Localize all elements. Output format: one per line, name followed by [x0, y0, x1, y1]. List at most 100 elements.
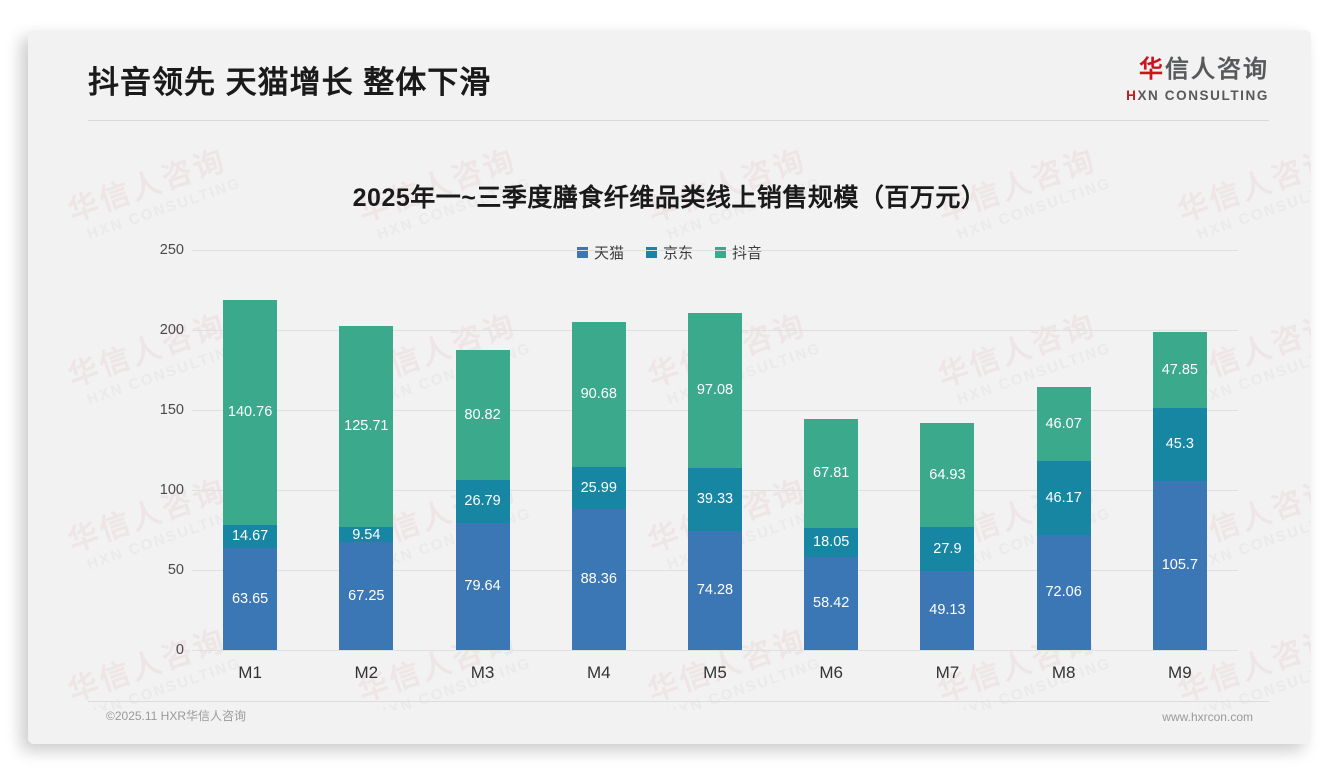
bar-segment-京东[interactable]: 39.33 [687, 468, 742, 532]
bar-value-label: 97.08 [696, 382, 734, 399]
grid-area: 63.65 14.67 140.76 67.25 9.54 125.71 79.64 26.7… [192, 250, 1238, 651]
bar-segment-京东[interactable]: 18.05 [804, 527, 859, 557]
x-axis-tick-M1: M1 [238, 663, 262, 682]
bar-segment-天猫[interactable]: 74.28 [687, 531, 742, 650]
x-axis: M1 M2 M3 M4 M5 M6 M7 M8 M9 [192, 653, 1238, 693]
bar-value-label: 63.65 [231, 590, 269, 607]
x-axis-tick-M8: M8 [1051, 663, 1076, 682]
header-divider [88, 120, 1269, 121]
bar-value-label: 88.36 [580, 571, 617, 588]
y-axis-tick-label: 200 [159, 322, 184, 338]
legend-swatch-icon [715, 247, 726, 258]
bar-value-label: 18.05 [813, 533, 850, 550]
legend-swatch-icon [645, 247, 657, 258]
bar-value-label: 72.06 [1045, 584, 1082, 601]
bar-column-M9[interactable]: 105.7 45.3 47.85 [1152, 250, 1207, 650]
page-title: 抖音领先 天猫增长 整体下滑 [88, 65, 492, 100]
legend-label: 天猫 [593, 245, 624, 262]
bar-segment-京东[interactable]: 25.99 [571, 467, 626, 509]
chart-title: 2025年一~三季度膳食纤维品类线上销售规模（百万元） [352, 184, 987, 212]
bar-value-label: 67.81 [813, 465, 850, 482]
bar-segment-抖音[interactable]: 90.68 [571, 321, 626, 468]
legend-item-天猫[interactable]: 天猫 [576, 242, 624, 263]
bar-column-M3[interactable]: 79.64 26.79 80.82 [455, 250, 510, 650]
y-axis-tick-label: 0 [175, 642, 184, 658]
bar-segment-京东[interactable]: 27.9 [920, 526, 975, 572]
y-axis-tick-label: 100 [159, 482, 184, 498]
bar-column-M5[interactable]: 74.28 39.33 97.08 [687, 250, 742, 650]
footer-divider [88, 701, 1269, 702]
bar-segment-天猫[interactable]: 58.42 [804, 556, 859, 650]
x-axis-tick-M5: M5 [703, 663, 727, 682]
bar-value-label: 25.99 [580, 479, 617, 496]
bar-segment-抖音[interactable]: 46.07 [1036, 387, 1091, 461]
gridline [192, 250, 1238, 251]
bar-column-M4[interactable]: 88.36 25.99 90.68 [571, 250, 626, 650]
bar-column-M1[interactable]: 63.65 14.67 140.76 [223, 250, 278, 650]
gridline [192, 650, 1238, 651]
bar-group: 63.65 14.67 140.76 67.25 9.54 125.71 79.64 26.7… [192, 250, 1238, 650]
bar-value-label: 79.64 [464, 578, 501, 595]
bar-segment-京东[interactable]: 26.79 [455, 479, 510, 523]
bar-value-label: 39.33 [696, 491, 734, 508]
bar-segment-天猫[interactable]: 79.64 [455, 522, 510, 650]
legend-swatch-icon [576, 247, 588, 258]
bar-segment-抖音[interactable]: 125.71 [339, 326, 394, 528]
bar-column-M2[interactable]: 67.25 9.54 125.71 [339, 250, 394, 650]
y-axis-tick-label: 250 [159, 242, 184, 258]
bar-segment-抖音[interactable]: 47.85 [1152, 331, 1207, 409]
bar-value-label: 90.68 [580, 386, 617, 403]
bar-value-label: 140.76 [227, 403, 273, 420]
bar-segment-天猫[interactable]: 67.25 [339, 542, 394, 650]
legend-item-抖音[interactable]: 抖音 [715, 242, 762, 263]
bar-value-label: 46.17 [1045, 489, 1082, 506]
bar-column-M7[interactable]: 49.13 27.9 64.93 [920, 250, 975, 650]
bar-segment-京东[interactable]: 46.17 [1036, 460, 1091, 535]
bar-segment-天猫[interactable]: 49.13 [920, 571, 975, 650]
logo-en-rest: XN CONSULTING [1137, 88, 1269, 103]
x-axis-tick-M9: M9 [1168, 663, 1192, 682]
bar-segment-抖音[interactable]: 140.76 [223, 299, 278, 525]
bar-segment-天猫[interactable]: 105.7 [1152, 480, 1207, 650]
x-axis-tick-M2: M2 [354, 663, 379, 682]
bar-value-label: 64.93 [929, 466, 966, 483]
bar-segment-天猫[interactable]: 88.36 [571, 508, 626, 650]
bar-segment-抖音[interactable]: 97.08 [687, 312, 742, 469]
x-axis-tick-M4: M4 [586, 663, 611, 682]
bar-value-label: 47.85 [1161, 361, 1198, 378]
bar-segment-京东[interactable]: 9.54 [339, 526, 394, 543]
bar-segment-京东[interactable]: 45.3 [1152, 408, 1207, 481]
bar-value-label: 67.25 [348, 587, 385, 604]
x-axis-tick-M3: M3 [470, 663, 495, 682]
bar-value-label: 80.82 [464, 406, 501, 423]
bar-segment-抖音[interactable]: 64.93 [920, 422, 975, 527]
x-axis-tick-M6: M6 [819, 663, 844, 682]
bar-value-label: 58.42 [813, 595, 850, 612]
slide-header: 抖音领先 天猫增长 整体下滑 华信人咨询 HXN CONSULTING [28, 30, 1311, 121]
chart-plot-area: 250 200 150 100 50 0 63.65 14.67 140.76 67.25 9.5… [128, 242, 1238, 695]
legend-label: 抖音 [732, 245, 763, 262]
bar-segment-京东[interactable]: 14.67 [223, 524, 278, 549]
slide-card: 华信人咨询 HXN CONSULTING 华信人咨询 HXN CONSULTING 华信… [28, 30, 1311, 744]
footer-website: www.hxrcon.com [1162, 710, 1253, 724]
logo-cn-rest: 信人咨询 [1165, 56, 1269, 83]
bar-value-label: 26.79 [464, 492, 501, 509]
bar-value-label: 27.9 [933, 540, 962, 557]
bar-segment-抖音[interactable]: 67.81 [804, 419, 859, 528]
bar-column-M8[interactable]: 72.06 46.17 46.07 [1036, 250, 1091, 650]
bar-value-label: 49.13 [929, 602, 966, 619]
bar-segment-天猫[interactable]: 72.06 [1036, 534, 1091, 650]
x-axis-tick-M7: M7 [935, 663, 960, 682]
chart-legend: 天猫 京东 抖音 [28, 242, 1311, 263]
bar-value-label: 45.3 [1165, 436, 1194, 453]
legend-item-京东[interactable]: 京东 [645, 242, 693, 263]
bar-value-label: 74.28 [696, 582, 734, 599]
logo-english: HXN CONSULTING [1126, 89, 1269, 103]
footer-copyright: ©2025.11 HXR华信人咨询 [106, 709, 246, 723]
bar-segment-抖音[interactable]: 80.82 [455, 350, 510, 480]
bar-value-label: 9.54 [352, 526, 381, 543]
bar-segment-天猫[interactable]: 63.65 [223, 548, 278, 650]
bar-value-label: 125.71 [344, 418, 389, 435]
bar-column-M6[interactable]: 58.42 18.05 67.81 [804, 250, 859, 650]
y-axis-tick-label: 50 [167, 562, 184, 578]
